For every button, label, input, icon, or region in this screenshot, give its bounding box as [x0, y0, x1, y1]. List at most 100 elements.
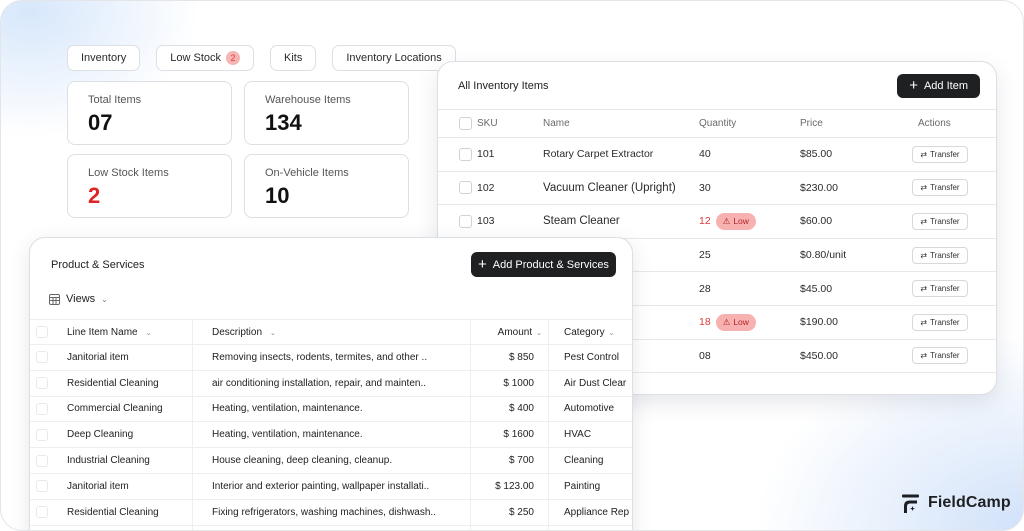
inventory-tabs: Inventory Low Stock 2 Kits Inventory Loc… — [67, 45, 456, 71]
tab-inventory[interactable]: Inventory — [67, 45, 141, 71]
tab-inventory-locations[interactable]: Inventory Locations — [332, 45, 456, 71]
category-cell: Appliance Rep — [564, 506, 630, 518]
column-header-amount[interactable]: Amount ⌄ — [498, 327, 542, 338]
name-cell: Steam Cleaner — [543, 215, 620, 228]
transfer-label: Transfer — [930, 284, 960, 294]
tab-label: Inventory Locations — [346, 52, 442, 64]
quantity-value: 30 — [699, 181, 711, 194]
select-all-checkbox[interactable] — [459, 117, 472, 130]
stat-card-low-stock-items: Low Stock Items 2 — [67, 154, 232, 218]
sku-cell: 101 — [477, 148, 495, 161]
chevron-down-icon: ⌄ — [101, 294, 108, 304]
row-checkbox[interactable] — [36, 402, 48, 415]
tab-label: Kits — [284, 52, 303, 64]
category-cell: Pest Control — [564, 351, 620, 363]
table-row: Commercial Cleaning Heating, ventilation… — [30, 395, 632, 422]
transfer-button[interactable]: ⇄ Transfer — [912, 179, 968, 197]
line-item-name-cell: Residential Cleaning — [67, 506, 159, 518]
table-row: Deep Cleaning Heating, ventilation, main… — [30, 421, 632, 447]
price-cell: $230.00 — [800, 181, 838, 194]
column-header-price[interactable]: Price — [800, 118, 823, 129]
transfer-label: Transfer — [930, 250, 960, 260]
views-dropdown[interactable]: Views ⌄ — [49, 293, 108, 305]
amount-cell: $ 700 — [508, 455, 534, 467]
category-cell: HVAC — [564, 429, 592, 441]
column-header-quantity[interactable]: Quantity — [699, 118, 737, 129]
category-cell: Air Dust Clear — [564, 377, 627, 389]
fieldcamp-logo-icon — [902, 494, 919, 513]
transfer-label: Transfer — [930, 149, 960, 159]
column-header-sku[interactable]: SKU — [477, 118, 498, 129]
quantity-cell: 12 ⚠ Low — [699, 212, 756, 230]
header-label: Amount — [497, 326, 533, 338]
tab-kits[interactable]: Kits — [270, 45, 317, 71]
table-row — [30, 524, 632, 530]
transfer-button[interactable]: ⇄ Transfer — [912, 246, 968, 264]
transfer-button[interactable]: ⇄ Transfer — [912, 280, 968, 298]
row-checkbox[interactable] — [36, 454, 48, 467]
table-row: Janitorial item Interior and exterior pa… — [30, 472, 632, 499]
row-checkbox[interactable] — [459, 214, 472, 228]
plus-icon: + — [478, 256, 487, 273]
tab-low-stock[interactable]: Low Stock 2 — [156, 45, 254, 71]
row-checkbox[interactable] — [459, 147, 472, 161]
column-header-description[interactable]: Description ⌄ — [212, 327, 276, 338]
quantity-cell: 18 ⚠ Low — [699, 313, 756, 331]
low-stock-badge: ⚠ Low — [715, 212, 756, 230]
column-divider — [548, 319, 549, 530]
transfer-label: Transfer — [930, 317, 960, 327]
transfer-button[interactable]: ⇄ Transfer — [912, 313, 968, 331]
amount-cell: $ 1600 — [503, 429, 534, 441]
quantity-cell: 30 — [699, 182, 711, 194]
transfer-button[interactable]: ⇄ Transfer — [912, 212, 968, 230]
description-cell: Heating, ventilation, maintenance. — [212, 429, 363, 441]
quantity-cell: 40 — [699, 148, 711, 160]
add-item-button[interactable]: + Add Item — [897, 73, 980, 98]
views-label: Views — [66, 293, 96, 305]
amount-cell: $ 250 — [508, 506, 534, 518]
table-row: Residential Cleaning air conditioning in… — [30, 369, 632, 396]
line-item-name-cell: Deep Cleaning — [67, 429, 134, 441]
add-product-services-button[interactable]: + Add Product & Services — [471, 252, 616, 277]
row-checkbox[interactable] — [36, 351, 48, 364]
row-checkbox[interactable] — [36, 506, 48, 519]
row-checkbox[interactable] — [36, 428, 48, 441]
stat-card-warehouse-items: Warehouse Items 134 — [244, 81, 409, 145]
select-all-checkbox[interactable] — [36, 326, 48, 338]
inventory-panel-title: All Inventory Items — [458, 79, 549, 92]
category-cell: Painting — [564, 480, 601, 492]
row-checkbox[interactable] — [36, 480, 48, 493]
line-item-name-cell: Janitorial item — [67, 351, 129, 363]
row-checkbox[interactable] — [459, 181, 472, 195]
name-cell: Rotary Carpet Extractor — [543, 148, 654, 161]
quantity-value: 18 — [699, 316, 711, 329]
transfer-icon: ⇄ — [920, 284, 928, 294]
table-row: 28 $45.00 ⇄ Transfer — [438, 272, 996, 306]
transfer-icon: ⇄ — [920, 317, 928, 327]
table-row: 102 Vacuum Cleaner (Upright) 30 $230.00 … — [438, 172, 996, 206]
line-item-name-cell: Janitorial item — [67, 480, 129, 492]
transfer-button[interactable]: ⇄ Transfer — [912, 347, 968, 365]
column-header-category[interactable]: Category ⌄ — [564, 327, 614, 338]
stat-label: On-Vehicle Items — [265, 167, 349, 179]
low-stock-count-badge: 2 — [226, 51, 240, 65]
quantity-value: 12 — [699, 215, 711, 228]
table-row: Janitorial item Removing insects, rodent… — [30, 344, 632, 370]
line-item-name-cell: Industrial Cleaning — [67, 455, 150, 467]
amount-cell: $ 400 — [508, 403, 534, 415]
stat-value: 2 — [88, 183, 101, 208]
stat-card-total-items: Total Items 07 — [67, 81, 232, 145]
transfer-button[interactable]: ⇄ Transfer — [912, 145, 968, 163]
column-header-line-item-name[interactable]: Line Item Name ⌄ — [67, 327, 151, 338]
column-header-name[interactable]: Name — [543, 118, 570, 129]
chevron-down-icon: ⌄ — [536, 329, 542, 337]
add-product-label: Add Product & Services — [492, 258, 609, 271]
row-checkbox[interactable] — [36, 377, 48, 390]
quantity-cell: 28 — [699, 283, 711, 295]
transfer-label: Transfer — [930, 183, 960, 193]
products-services-panel: Product & Services + Add Product & Servi… — [29, 237, 633, 530]
price-cell: $45.00 — [800, 282, 833, 295]
inventory-panel-header: All Inventory Items + Add Item — [438, 62, 996, 110]
transfer-label: Transfer — [930, 351, 960, 361]
transfer-icon: ⇄ — [920, 149, 928, 159]
